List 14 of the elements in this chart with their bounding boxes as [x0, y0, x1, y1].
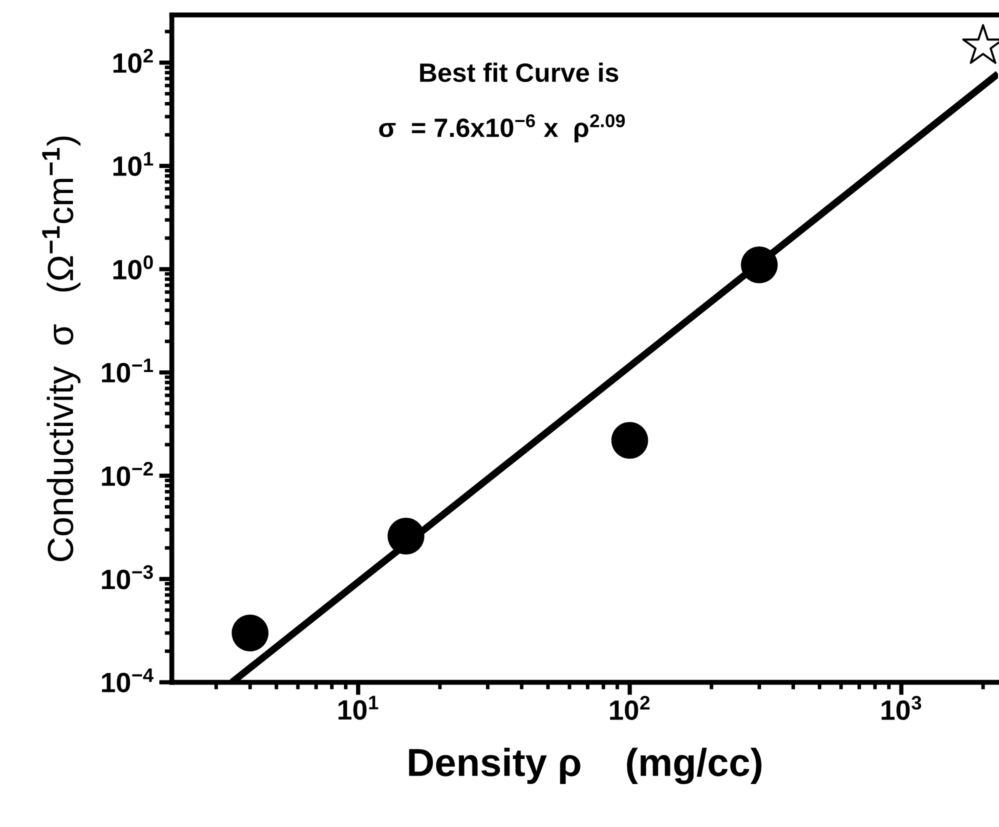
y-tick-label: 10$^{0}$	[113, 255, 153, 280]
x-tick-label: 10$^{1}$	[338, 696, 378, 720]
y-tick-label: 10$^{2}$	[113, 48, 153, 73]
x-tick-label: 10$^{2}$	[610, 696, 650, 720]
y-axis-title: Conductivity σ (Ω$^{−1}$cm$^{−1}$)	[42, 136, 80, 562]
y-tick-label: 10$^{−2}$	[102, 462, 153, 486]
x-tick-label: 10$^{3}$	[882, 696, 922, 720]
y-tick-label: 10$^{1}$	[113, 152, 154, 176]
y-tick-label: 10$^{−1}$	[102, 358, 154, 383]
annotation: Best fit Curve is	[420, 62, 618, 82]
x-axis-title: Density ρ (mg/cc)	[409, 748, 762, 784]
y-tick-label: 10$^{−4}$	[102, 668, 154, 692]
y-tick-label: 10$^{−3}$	[102, 565, 153, 590]
annotation: σ = 7.6x10$^{−6}$ x ρ$^{2.09}$	[379, 114, 625, 142]
